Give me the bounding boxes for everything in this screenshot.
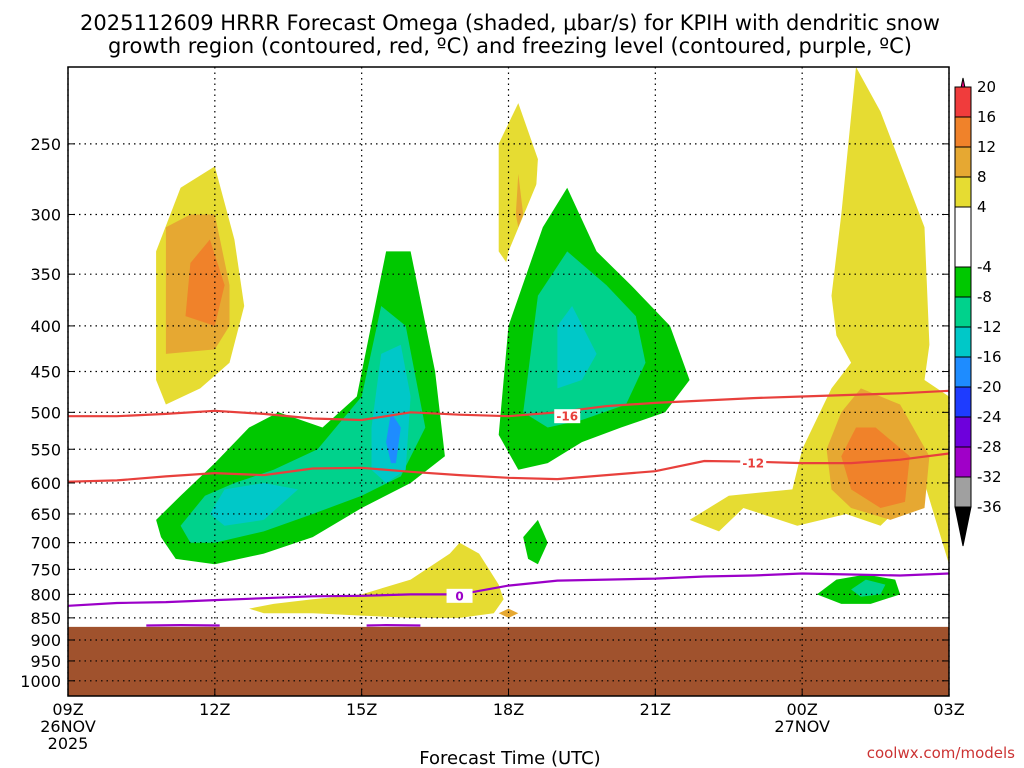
colorbar-label: -32 (977, 468, 1002, 486)
omega-region-23 (249, 542, 504, 618)
contour-label: 0 (455, 589, 463, 603)
y-tick-label: 250 (30, 135, 61, 154)
colorbar-label: -24 (977, 408, 1002, 426)
contour-line-dendritic-12c (68, 452, 949, 483)
colorbar-bin (954, 416, 972, 448)
colorbar-label: 16 (977, 108, 996, 126)
colorbar-label: -4 (977, 258, 992, 276)
y-tick-label: 600 (30, 474, 61, 493)
colorbar-bin (954, 146, 972, 178)
chart-title-line-1: 2025112609 HRRR Forecast Omega (shaded, … (80, 11, 940, 35)
x-tick-label: 12Z (199, 700, 230, 719)
colorbar-bin (954, 356, 972, 388)
y-tick-label: 650 (30, 505, 61, 524)
contour-label-bg (554, 409, 581, 424)
omega-region-10 (515, 173, 524, 228)
date-label: 26NOV (40, 717, 96, 736)
omega-shading (131, 67, 949, 618)
omega-region-22 (851, 579, 886, 597)
colorbar-bin (954, 176, 972, 208)
y-tick-label: 500 (30, 403, 61, 422)
x-tick-label: 18Z (493, 700, 524, 719)
colorbar-label: 12 (977, 138, 996, 156)
omega-region-24 (498, 608, 519, 618)
colorbar-label: -12 (977, 318, 1002, 336)
colorbar-bin (954, 266, 972, 298)
colorbar-bin (954, 116, 972, 148)
x-tick-label: 21Z (640, 700, 671, 719)
y-tick-label: 950 (30, 652, 61, 671)
date-label: 2025 (48, 734, 89, 753)
contour-label: -12 (742, 457, 764, 471)
colorbar-bin (954, 296, 972, 328)
contour-label: -16 (556, 410, 578, 424)
colorbar-label: 4 (977, 198, 987, 216)
x-tick-label: 03Z (933, 700, 964, 719)
contour-line-freezing-level-0c (68, 572, 949, 607)
y-tick-label: 900 (30, 631, 61, 650)
y-tick-label: 750 (30, 560, 61, 579)
x-tick-label: 15Z (346, 700, 377, 719)
omega-region-19 (841, 427, 910, 508)
y-tick-label: 800 (30, 585, 61, 604)
y-tick-label: 850 (30, 609, 61, 628)
contour-labels: -16 -12 0 (446, 409, 767, 603)
colorbar-bin (954, 446, 972, 478)
x-axis-title: Forecast Time (UTC) (419, 748, 600, 768)
y-tick-label: 400 (30, 317, 61, 336)
contour-lines (68, 389, 949, 627)
y-tick-label: 300 (30, 205, 61, 224)
omega-region-8 (386, 412, 401, 464)
colorbar-label: -8 (977, 288, 992, 306)
colorbar-bin (954, 476, 972, 508)
y-tick-label: 550 (30, 440, 61, 459)
omega-region-5 (180, 306, 426, 543)
colorbar-label: -20 (977, 378, 1002, 396)
colorbar-bin (954, 326, 972, 358)
date-label: 27NOV (774, 717, 830, 736)
omega-region-14 (557, 306, 597, 389)
colorbar-label: -36 (977, 498, 1002, 516)
y-tick-label: 450 (30, 363, 61, 382)
contour-line-dendritic-16c (68, 389, 949, 422)
y-tick-label: 700 (30, 534, 61, 553)
y-tick-label: 1000 (20, 672, 61, 691)
y-axis: 250 300 350 400 450 500 550 600 650 700 750 800 850 9… (20, 135, 949, 691)
chart-title-line-2: growth region (contoured, red, ºC) and f… (108, 34, 912, 58)
colorbar-bin (954, 386, 972, 418)
colorbar-bin (954, 86, 972, 118)
omega-region-6 (209, 483, 298, 526)
omega-region-16 (523, 519, 548, 565)
colorbar-bottom-arrow (954, 506, 972, 547)
contour-label-bg (740, 456, 767, 471)
site-credit[interactable]: coolwx.com/models (867, 744, 1015, 762)
x-tick-label: 09Z (52, 700, 83, 719)
omega-region-15 (508, 489, 710, 604)
colorbar-label: 20 (977, 78, 996, 96)
x-tick-label: 00Z (787, 700, 818, 719)
y-tick-label: 350 (30, 265, 61, 284)
colorbar: 20 16 12 8 4 -4 -8 -12 -16 -20 -24 -28 -32 -36 (954, 77, 1002, 547)
colorbar-label: -16 (977, 348, 1002, 366)
colorbar-label: 8 (977, 168, 987, 186)
colorbar-label: -28 (977, 438, 1002, 456)
colorbar-bin (954, 206, 972, 268)
contour-label-bg (446, 588, 473, 603)
